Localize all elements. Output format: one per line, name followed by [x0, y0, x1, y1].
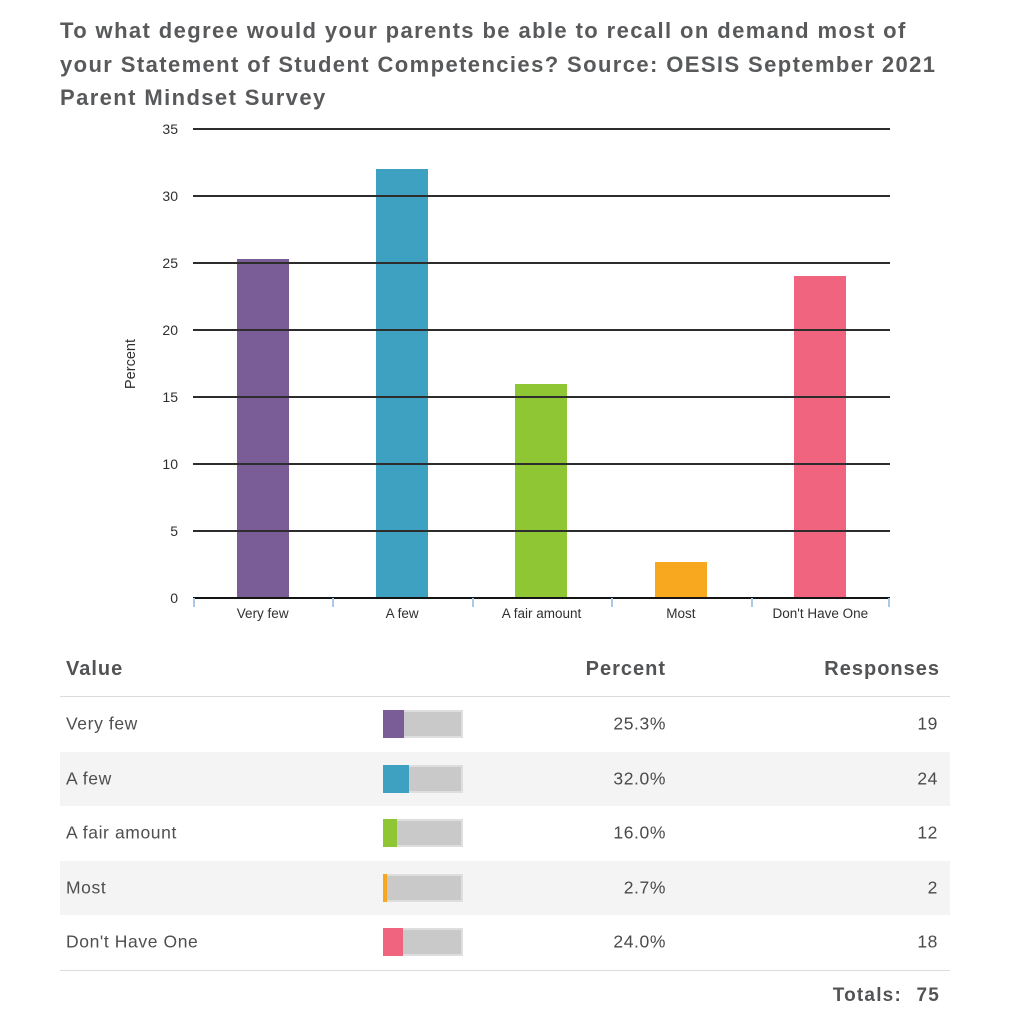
- y-tick-label-35: 35: [162, 121, 178, 137]
- bar-slot: [332, 129, 471, 598]
- row-percent-minibar: [383, 819, 463, 848]
- y-tick-label-15: 15: [162, 389, 178, 405]
- column-header-value: Value: [66, 658, 124, 680]
- x-tick-label-very-few: Very few: [236, 606, 289, 621]
- row-responses-value: 2: [927, 877, 938, 898]
- x-boundary-tick: [193, 598, 195, 607]
- summary-table: Value Percent Responses Very few 25.3% 19 A…: [60, 650, 950, 1007]
- bar-slot: [751, 129, 890, 598]
- y-tick-label-25: 25: [162, 255, 178, 271]
- row-percent-minibar: [383, 764, 463, 793]
- table-row-very-few: Very few 25.3% 19: [60, 697, 950, 752]
- row-percent-minibar-fill: [383, 928, 404, 957]
- x-boundary-tick: [471, 598, 474, 607]
- y-tick-label-0: 0: [170, 590, 178, 606]
- x-tick-label-a-few: A few: [385, 606, 419, 621]
- x-tick-label-most: Most: [666, 606, 696, 621]
- table-row-a-few: A few 32.0% 24: [60, 751, 950, 806]
- y-tick-label-5: 5: [170, 523, 178, 539]
- row-value-label: A few: [66, 768, 112, 789]
- bar-chart-plot-area: Percent 0 5 10 15 20 25 30 35 Very few A few A fa…: [123, 121, 890, 621]
- gridline-y-35: [193, 128, 890, 130]
- row-percent-minibar: [383, 873, 463, 902]
- row-percent-minibar-fill: [383, 873, 388, 902]
- gridline-y-25: [193, 262, 890, 264]
- x-boundary-tick: [888, 598, 890, 607]
- bar-most: [654, 561, 707, 598]
- row-percent-value: 32.0%: [613, 768, 666, 789]
- row-percent-value: 16.0%: [613, 822, 666, 843]
- bar-slot: [611, 129, 750, 598]
- totals-label: Totals:: [832, 984, 902, 1006]
- gridline-y-30: [193, 195, 890, 197]
- row-percent-minibar-fill: [383, 710, 405, 739]
- bar-slot: [193, 129, 332, 598]
- gridline-y-15: [193, 396, 890, 398]
- row-value-label: Don't Have One: [66, 931, 199, 952]
- bar-a-few: [376, 169, 429, 598]
- row-value-label: Most: [66, 877, 107, 898]
- row-percent-minibar-fill: [383, 764, 410, 793]
- gridline-y-5: [193, 530, 890, 532]
- row-responses-value: 19: [917, 713, 938, 734]
- row-percent-minibar: [383, 710, 463, 739]
- x-tick-label-don-t-have-one: Don't Have One: [772, 606, 869, 621]
- table-row-don-t-have-one: Don't Have One 24.0% 18: [60, 915, 950, 970]
- row-responses-value: 24: [917, 768, 938, 789]
- gridline-y-20: [193, 329, 890, 331]
- row-percent-minibar: [383, 928, 463, 957]
- bar-don-t-have-one: [794, 276, 847, 598]
- row-percent-value: 25.3%: [613, 713, 666, 734]
- row-value-label: A fair amount: [66, 822, 177, 843]
- totals-row: Totals: 75: [60, 969, 950, 1007]
- column-header-responses: Responses: [824, 658, 940, 680]
- y-axis-tick-labels: 0 5 10 15 20 25 30 35: [118, 121, 178, 606]
- totals-value: 75: [909, 984, 940, 1006]
- bar-series: [193, 129, 890, 598]
- y-tick-label-30: 30: [162, 188, 178, 204]
- table-header-row: Value Percent Responses: [60, 650, 950, 697]
- x-boundary-tick: [332, 598, 335, 607]
- bar-slot: [472, 129, 611, 598]
- row-percent-minibar-fill: [383, 819, 398, 848]
- x-tick-label-a-fair-amount: A fair amount: [501, 606, 582, 621]
- row-value-label: Very few: [66, 713, 138, 734]
- bar-very-few: [236, 258, 289, 598]
- table-row-a-fair-amount: A fair amount 16.0% 12: [60, 806, 950, 861]
- bar-a-fair-amount: [515, 383, 568, 598]
- y-tick-label-10: 10: [162, 456, 178, 472]
- x-boundary-tick: [750, 598, 753, 607]
- row-responses-value: 18: [917, 931, 938, 952]
- row-percent-value: 2.7%: [623, 877, 666, 898]
- gridline-y-10: [193, 463, 890, 465]
- row-responses-value: 12: [917, 822, 938, 843]
- x-boundary-tick: [611, 598, 614, 607]
- column-header-percent: Percent: [585, 658, 666, 680]
- y-tick-label-20: 20: [162, 322, 178, 338]
- x-axis-line: [193, 597, 890, 599]
- table-row-most: Most 2.7% 2: [60, 860, 950, 915]
- row-percent-value: 24.0%: [613, 931, 666, 952]
- chart-title: To what degree would your parents be abl…: [60, 18, 937, 110]
